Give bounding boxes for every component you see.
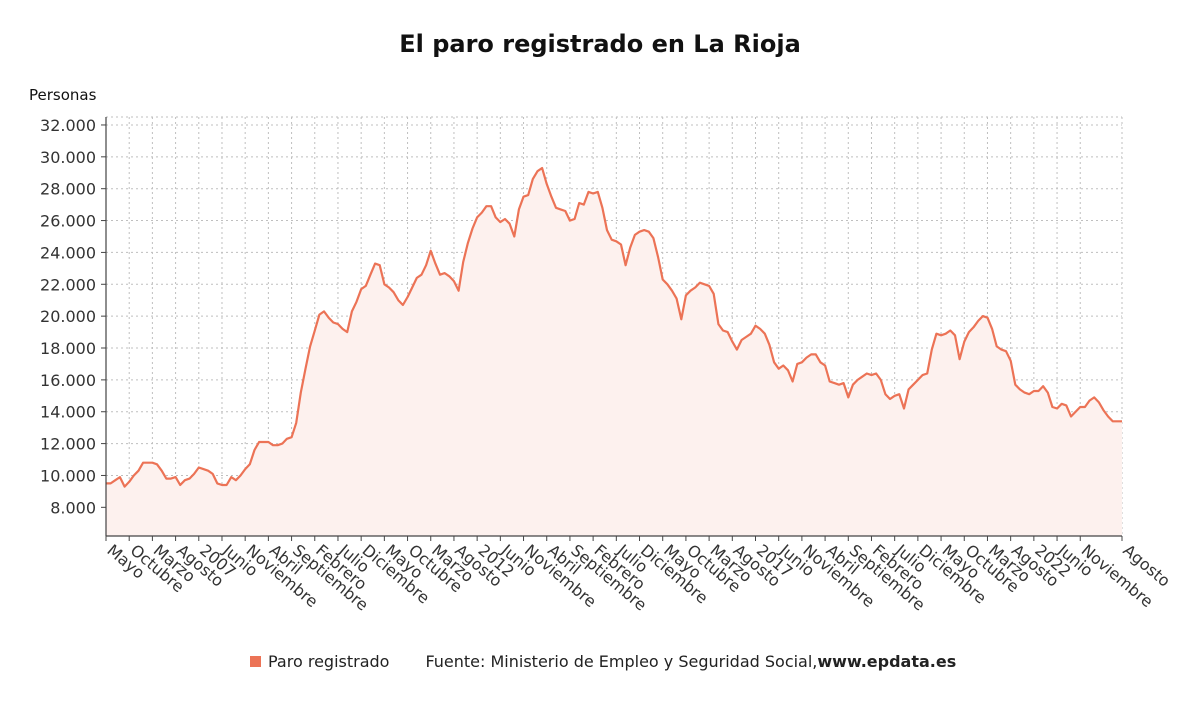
- y-tick-label: 32.000: [40, 116, 96, 135]
- y-tick-label: 14.000: [40, 403, 96, 422]
- legend-series-label: Paro registrado: [268, 652, 390, 671]
- y-tick-label: 16.000: [40, 371, 96, 390]
- y-tick-label: 26.000: [40, 212, 96, 231]
- source-link[interactable]: www.epdata.es: [817, 652, 957, 671]
- y-tick-label: 20.000: [40, 307, 96, 326]
- y-tick-label: 8.000: [50, 498, 96, 517]
- y-tick-label: 24.000: [40, 243, 96, 262]
- chart-title: El paro registrado en La Rioja: [399, 30, 801, 58]
- series-line: [106, 166, 1122, 488]
- line-chart: 8.000 10.000 12.000 14.000 16.000 18.000 20.00…: [40, 116, 1174, 615]
- y-axis-label: Personas: [29, 86, 97, 104]
- y-tick-label: 10.000: [40, 466, 96, 485]
- legend: Paro registrado Fuente: Ministerio de Em…: [250, 652, 956, 671]
- y-tick-label: 12.000: [40, 435, 96, 454]
- y-tick-label: 18.000: [40, 339, 96, 358]
- y-tick-label: 22.000: [40, 275, 96, 294]
- legend-swatch: [250, 656, 261, 667]
- source-label: Fuente: Ministerio de Empleo y Seguridad…: [425, 652, 818, 671]
- y-tick-label: 28.000: [40, 180, 96, 199]
- series-area: [106, 168, 1122, 536]
- axes: [101, 117, 1123, 541]
- x-tick-labels: MayoOctubreMarzoAgosto2007JunioNoviembre…: [103, 540, 1174, 615]
- y-tick-label: 30.000: [40, 148, 96, 167]
- y-tick-labels: 8.000 10.000 12.000 14.000 16.000 18.000 20.00…: [40, 116, 96, 517]
- series-layer: [106, 166, 1122, 536]
